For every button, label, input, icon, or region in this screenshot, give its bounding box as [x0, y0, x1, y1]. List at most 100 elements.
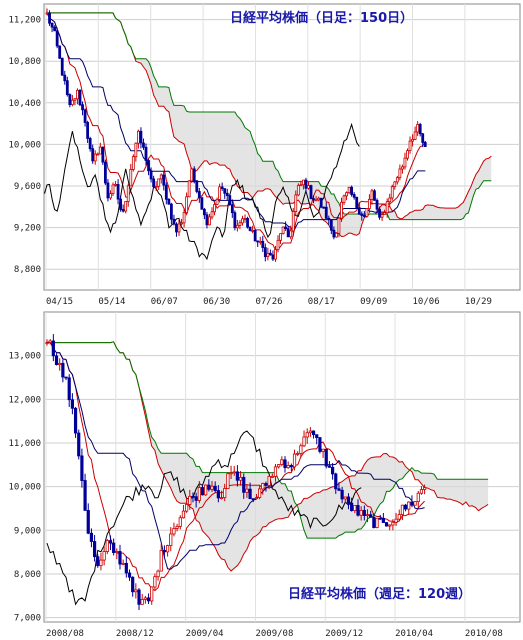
- candle-body: [61, 362, 65, 378]
- y-tick-label: 11,200: [8, 16, 41, 26]
- candle-body: [153, 576, 157, 588]
- candle-body: [271, 254, 275, 260]
- candle-body: [200, 487, 205, 496]
- candle-body: [350, 186, 354, 195]
- daily-kumo-cloud: [47, 12, 492, 237]
- candle-body: [243, 217, 247, 220]
- candle-body: [106, 182, 110, 199]
- candle-body: [93, 153, 97, 162]
- candle-body: [370, 190, 374, 200]
- candle-body: [248, 226, 252, 231]
- candle-body: [73, 407, 78, 434]
- x-tick-label: 06/07: [151, 297, 178, 307]
- candle-body: [270, 476, 274, 478]
- candle-body: [129, 169, 133, 187]
- candle-body: [169, 533, 173, 546]
- candle-body: [292, 453, 297, 468]
- weekly-plot-frame: [43, 311, 521, 623]
- candle-body: [273, 466, 278, 477]
- x-tick-label: 06/30: [203, 297, 230, 307]
- candle-body: [131, 576, 135, 593]
- candle-body: [127, 572, 132, 578]
- candle-body: [332, 229, 336, 238]
- candle-body: [400, 504, 405, 515]
- candle-body: [58, 45, 62, 59]
- candle-body: [80, 455, 84, 481]
- candle-body: [340, 201, 343, 219]
- candle-body: [419, 489, 424, 494]
- daily-chart-title: 日経平均株価（日足：150日）: [230, 10, 413, 26]
- candle-body: [225, 192, 229, 197]
- candle-body: [375, 517, 379, 528]
- candle-body: [299, 445, 303, 454]
- daily-grid: [44, 4, 520, 290]
- candle-body: [277, 464, 281, 468]
- candle-body: [76, 89, 79, 100]
- candle-body: [403, 504, 408, 510]
- candle-body: [103, 161, 107, 184]
- candle-body: [121, 562, 125, 565]
- candle-body: [355, 196, 359, 209]
- y-tick-label: 10,400: [8, 99, 41, 109]
- candle-body: [381, 517, 385, 523]
- candle-body: [238, 476, 243, 481]
- candle-body: [251, 230, 255, 232]
- candle-body: [342, 195, 346, 203]
- candle-body: [194, 496, 198, 501]
- candle-body: [251, 498, 255, 501]
- candle-body: [60, 57, 64, 76]
- candle-body: [261, 483, 265, 490]
- candle-body: [78, 89, 82, 106]
- candle-body: [48, 12, 51, 24]
- candle-body: [383, 212, 387, 215]
- candle-body: [192, 168, 196, 182]
- candle-body: [337, 488, 341, 491]
- candle-body: [134, 142, 138, 158]
- candle-body: [235, 471, 239, 481]
- candle-body: [142, 142, 145, 148]
- candle-body: [369, 514, 373, 518]
- candle-body: [413, 131, 417, 140]
- candle-body: [280, 459, 284, 465]
- candle-body: [233, 212, 237, 229]
- candle-body: [346, 496, 351, 504]
- daily-indicator-lines: [44, 12, 492, 261]
- candle-body: [119, 198, 123, 210]
- candle-body: [423, 487, 427, 490]
- candle-body: [213, 485, 217, 491]
- candle-body: [315, 434, 319, 438]
- daily-candles: [45, 8, 427, 262]
- candle-body: [58, 362, 62, 365]
- daily-x-axis: 04/15 05/14 06/07 06/30 07/26 08/17 09/09 10/06…: [46, 297, 492, 307]
- candle-body: [286, 228, 290, 238]
- candle-body: [398, 168, 402, 179]
- candle-body: [394, 518, 398, 523]
- candle-body: [274, 249, 277, 260]
- x-tick-label: 07/26: [255, 297, 282, 307]
- weekly-grid: [44, 312, 520, 622]
- candle-body: [101, 146, 105, 163]
- weekly-x-axis: 2008/08 2008/12 2009/04 2009/08 2009/12 2010/…: [46, 629, 503, 639]
- candle-body: [182, 212, 186, 224]
- candle-body: [410, 501, 414, 506]
- kumo-fill: [47, 341, 489, 571]
- y-tick-label: 10,800: [8, 57, 41, 67]
- candle-body: [152, 178, 156, 188]
- x-tick-label: 2009/08: [255, 629, 293, 639]
- x-tick-label: 2009/12: [325, 629, 363, 639]
- candle-body: [157, 178, 161, 187]
- candle-body: [185, 504, 189, 512]
- candle-body: [330, 466, 335, 475]
- candle-body: [177, 223, 181, 233]
- y-tick-label: 13,000: [8, 352, 41, 362]
- candle-body: [362, 509, 366, 516]
- candle-body: [164, 184, 168, 200]
- x-tick-label: 10/29: [465, 297, 492, 307]
- x-tick-label: 2010/04: [395, 629, 433, 639]
- candle-body: [248, 488, 252, 500]
- candle-body: [408, 140, 412, 152]
- candle-body: [242, 476, 246, 493]
- candle-body: [70, 99, 74, 106]
- candle-body: [55, 30, 59, 47]
